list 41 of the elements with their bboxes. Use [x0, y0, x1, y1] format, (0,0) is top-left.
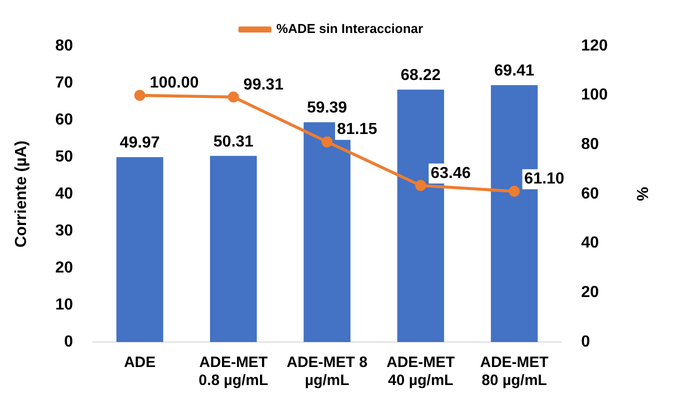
y2-tick-label: 40 [581, 234, 600, 252]
y-tick-label: 10 [55, 296, 74, 314]
y-tick-label: 80 [55, 37, 74, 54]
data-label: 49.97 [120, 134, 160, 152]
x-tick-label: ADE-MET 40 µg/mL [386, 354, 455, 390]
x-tick-label: ADE [124, 354, 156, 372]
x-tick-label: ADE-MET 0.8 µg/mL [198, 354, 268, 390]
y-tick-label: 50 [55, 148, 74, 166]
data-label: 68.22 [400, 66, 441, 84]
point [228, 92, 239, 103]
y2-tick-label: 100 [581, 86, 608, 104]
data-label: 50.31 [213, 133, 254, 150]
y-tick-label: 30 [55, 222, 74, 240]
y2-tick-label: 20 [581, 284, 600, 302]
y2-tick-label: 80 [581, 136, 600, 154]
x-tick-label: ADE-MET 8 µg/mL [286, 354, 368, 390]
legend-label: %ADE sin Interaccionar [276, 21, 424, 36]
point [415, 180, 426, 191]
data-label: 69.41 [494, 62, 534, 80]
y2-tick-label: 60 [581, 185, 600, 202]
y-axis-title: Corriente (µA) [13, 140, 30, 248]
bar [210, 156, 257, 342]
y-tick-label: 40 [55, 185, 74, 202]
data-label: 99.31 [243, 76, 284, 94]
bar [116, 157, 164, 342]
point [322, 136, 333, 148]
data-label: 59.39 [307, 100, 348, 117]
point [508, 186, 520, 197]
y-tick-label: 70 [55, 74, 74, 92]
y-tick-label: 60 [55, 111, 74, 128]
y-tick-label: 20 [55, 259, 74, 276]
data-label: 100.00 [150, 74, 199, 92]
point [134, 90, 146, 101]
y-tick-label: 0 [64, 333, 74, 350]
y2-tick-label: 120 [581, 37, 608, 54]
data-label: 63.46 [430, 164, 471, 182]
y2-axis-title: % [632, 186, 650, 202]
data-label: 81.15 [337, 121, 378, 138]
x-tick-label: ADE-MET 80 µg/mL [480, 354, 548, 390]
y2-tick-label: 0 [581, 333, 590, 350]
data-label: 61.10 [524, 170, 564, 188]
